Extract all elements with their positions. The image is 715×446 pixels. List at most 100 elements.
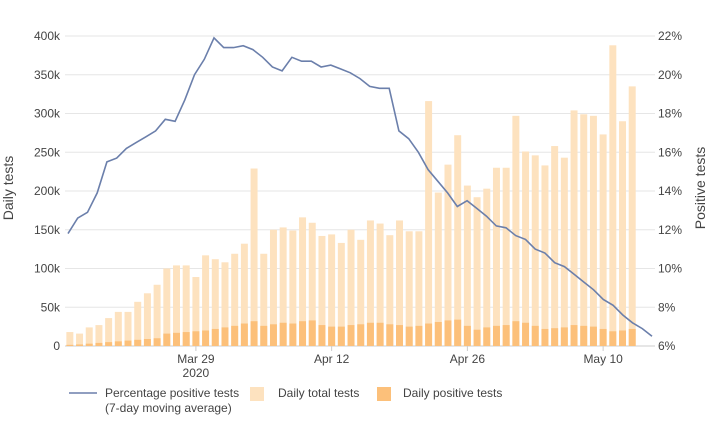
total-tests-bar xyxy=(95,325,103,346)
positive-tests-bar xyxy=(357,324,365,346)
total-tests-bar xyxy=(444,164,452,346)
positive-tests-bar xyxy=(619,330,627,346)
total-tests-bar xyxy=(66,332,74,346)
right-tick-label: 10% xyxy=(658,262,682,276)
positive-tests-bar xyxy=(76,344,84,346)
total-tests-bars xyxy=(66,45,636,347)
total-tests-bar xyxy=(134,301,142,346)
positive-tests-bar xyxy=(589,326,597,346)
total-tests-bar xyxy=(289,230,297,346)
total-tests-bar xyxy=(211,259,219,346)
right-tick-label: 8% xyxy=(658,300,676,314)
positive-tests-bar xyxy=(492,325,500,346)
left-tick-label: 150k xyxy=(34,223,61,237)
positive-tests-bar xyxy=(337,326,345,346)
right-tick-label: 14% xyxy=(658,184,682,198)
positive-tests-bar xyxy=(279,322,287,346)
positive-tests-bar xyxy=(269,324,277,346)
left-tick-label: 100k xyxy=(34,262,61,276)
total-tests-bar xyxy=(580,114,588,347)
total-tests-bar xyxy=(299,217,307,346)
total-tests-bar xyxy=(570,110,578,347)
right-tick-label: 6% xyxy=(658,339,676,353)
total-tests-bar xyxy=(396,220,404,346)
positive-tests-bar xyxy=(376,322,384,346)
legend-positive-swatch xyxy=(377,387,391,401)
positive-tests-bar xyxy=(463,325,471,346)
right-tick-label: 18% xyxy=(658,107,682,121)
total-tests-bar xyxy=(454,135,462,346)
positive-tests-bar xyxy=(512,321,520,346)
total-tests-bar xyxy=(231,253,239,346)
positive-tests-bar xyxy=(609,331,617,346)
total-tests-bar xyxy=(589,115,597,346)
total-tests-bar xyxy=(522,151,530,346)
legend-label-percentage: Percentage positive tests (7-day moving … xyxy=(105,386,242,415)
positive-tests-bar xyxy=(415,325,423,346)
total-tests-bar xyxy=(376,223,384,346)
positive-tests-bar xyxy=(328,326,336,346)
positive-tests-bar xyxy=(192,331,200,346)
left-tick-label: 50k xyxy=(41,300,61,314)
positive-tests-bar xyxy=(318,325,326,346)
right-tick-label: 22% xyxy=(658,29,682,43)
total-tests-bar xyxy=(463,185,471,346)
positive-tests-bar xyxy=(473,329,481,346)
positive-tests-bar xyxy=(308,320,316,346)
right-tick-label: 20% xyxy=(658,68,682,82)
left-axis-ticks: 0 50k 100k 150k 200k 250k 300k 350k 400k xyxy=(34,29,61,353)
x-tick-label: May 10 xyxy=(583,352,623,366)
positive-tests-bar xyxy=(182,332,190,346)
positive-tests-bar xyxy=(95,342,103,346)
total-tests-bar xyxy=(502,167,510,346)
total-tests-bar xyxy=(531,155,539,346)
total-tests-bar xyxy=(318,235,326,346)
total-tests-bar xyxy=(357,239,365,346)
legend-label-percentage-line1: Percentage positive tests xyxy=(105,386,239,400)
positive-tests-bar xyxy=(114,341,122,346)
total-tests-bar xyxy=(541,165,549,346)
positive-tests-bar xyxy=(231,325,239,346)
total-tests-bar xyxy=(386,235,394,346)
positive-tests-bar xyxy=(250,321,258,346)
total-tests-bar xyxy=(609,45,617,347)
x-tick-sublabel: 2020 xyxy=(183,366,210,380)
positive-tests-bar xyxy=(405,326,413,346)
total-tests-bar xyxy=(434,192,442,346)
left-tick-label: 350k xyxy=(34,68,61,82)
left-tick-label: 250k xyxy=(34,145,61,159)
positive-tests-bar xyxy=(299,321,307,346)
positive-tests-bar xyxy=(454,319,462,346)
total-tests-bar xyxy=(619,121,627,346)
total-tests-bar xyxy=(483,188,491,346)
total-tests-bar xyxy=(337,242,345,346)
positive-tests-bar xyxy=(386,324,394,346)
total-tests-bar xyxy=(279,227,287,346)
legend-total-swatch xyxy=(250,387,264,401)
total-tests-bar xyxy=(560,157,568,346)
total-tests-bar xyxy=(260,253,268,346)
total-tests-bar xyxy=(202,255,210,346)
total-tests-bar xyxy=(105,318,113,346)
x-tick-label: Apr 12 xyxy=(314,352,350,366)
positive-tests-bar xyxy=(260,325,268,346)
total-tests-bar xyxy=(405,231,413,346)
positive-tests-bar xyxy=(85,343,93,346)
left-tick-label: 300k xyxy=(34,107,61,121)
positive-tests-bar xyxy=(599,328,607,346)
total-tests-bar xyxy=(124,311,132,346)
positive-tests-bar xyxy=(366,322,374,346)
positive-tests-bar xyxy=(522,322,530,346)
positive-tests-bar xyxy=(551,328,559,346)
positive-tests-bar xyxy=(628,328,636,346)
left-tick-label: 200k xyxy=(34,184,61,198)
positive-tests-bar xyxy=(105,342,113,346)
positive-tests-bar xyxy=(143,339,151,346)
total-tests-bar xyxy=(153,284,161,346)
positive-tests-bar xyxy=(580,325,588,346)
x-tick-label: Apr 26 xyxy=(450,352,486,366)
total-tests-bar xyxy=(492,167,500,346)
total-tests-bar xyxy=(628,86,636,346)
total-tests-bar xyxy=(415,231,423,346)
